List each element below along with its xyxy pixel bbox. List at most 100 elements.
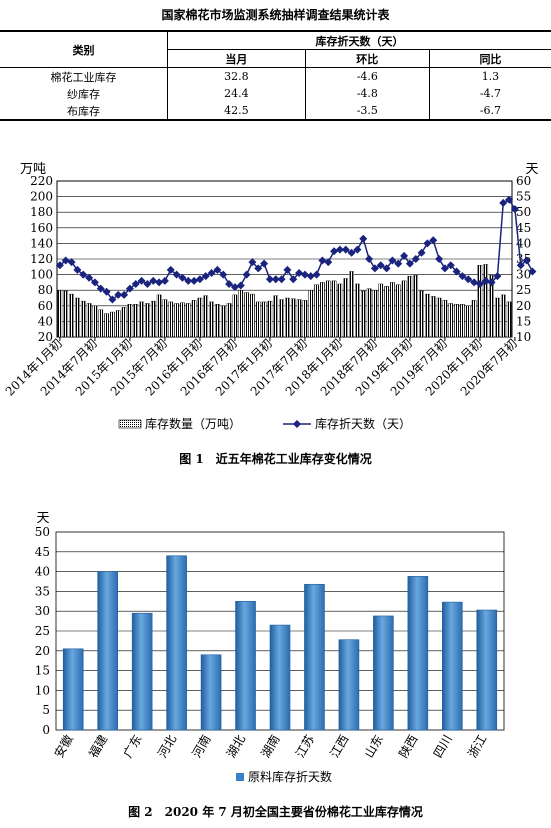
y-tick-label: 0: [42, 723, 50, 737]
inventory-bar: [110, 311, 115, 338]
days-point: [225, 279, 234, 288]
inventory-bar: [419, 290, 424, 338]
inventory-bar: [145, 303, 150, 338]
days-point: [435, 255, 444, 263]
province-bar: [62, 648, 84, 731]
inventory-bar: [349, 271, 354, 338]
legend-swatch: [236, 773, 244, 781]
days-point: [166, 265, 175, 274]
days-point: [335, 245, 344, 254]
inventory-bar: [220, 305, 226, 338]
days-point: [423, 239, 432, 248]
y-left-label: 万吨: [20, 162, 46, 177]
province-inventory-chart: 0 5 10 15 20 25 30 35 40 45 50天安徽 福建 广东 河北 河南 湖北 湖南 江苏 江西山…: [35, 511, 505, 784]
days-point: [190, 276, 199, 285]
inventory-bar: [261, 301, 267, 338]
chart2-title: 图 2 2020 年 7 月初全国主要省份棉花工业库存情况: [128, 805, 423, 819]
inventory-bar: [238, 289, 244, 338]
days-point: [213, 265, 222, 274]
group-header: 库存折天数（天）: [167, 30, 551, 50]
y-tick-label: 25: [35, 624, 50, 638]
days-point: [510, 205, 519, 214]
days-point: [160, 276, 169, 285]
days-point: [201, 272, 210, 281]
days-point: [73, 265, 82, 274]
days-point: [318, 256, 327, 265]
y-tick-label: 35: [35, 584, 50, 598]
y-right-tick-label: 10: [516, 330, 531, 344]
days-point: [481, 276, 490, 285]
days-point: [300, 270, 309, 279]
days-point: [452, 267, 461, 276]
inventory-bar: [454, 304, 459, 338]
cell-value: -3.5: [304, 102, 430, 121]
y-right-tick-label: 60: [516, 174, 531, 188]
inventory-bar: [425, 293, 430, 338]
col-header-current: 当月: [167, 49, 306, 68]
x-tick-label: 河南: [189, 732, 214, 760]
inventory-bar: [139, 301, 144, 338]
inventory-bar: [174, 303, 179, 338]
province-bar: [269, 624, 291, 731]
inventory-bar: [378, 283, 384, 338]
inventory-bar: [460, 304, 465, 338]
y-left-tick-label: 120: [30, 252, 53, 266]
province-bar: [338, 639, 360, 731]
days-point: [172, 270, 181, 279]
days-point: [55, 261, 64, 270]
days-point: [429, 236, 438, 245]
inventory-bar: [215, 304, 220, 338]
cell-value: 1.3: [428, 67, 551, 85]
inventory-bar: [156, 294, 162, 338]
inventory-bar: [465, 305, 471, 338]
inventory-bar: [325, 280, 331, 338]
inventory-bar: [69, 293, 74, 338]
inventory-bar: [489, 275, 494, 338]
days-point: [61, 256, 70, 265]
days-point: [499, 198, 508, 207]
days-point: [125, 284, 134, 293]
inventory-bar: [448, 303, 454, 338]
days-point: [283, 265, 292, 274]
y-left-tick-label: 20: [38, 330, 53, 344]
province-bar: [166, 555, 187, 731]
days-point: [493, 272, 502, 281]
inventory-bar: [483, 264, 489, 338]
inventory-bar: [500, 294, 506, 338]
y-right-tick-label: 50: [516, 205, 531, 219]
cell-value: -4.8: [304, 85, 430, 102]
inventory-bar: [436, 297, 442, 338]
days-point: [330, 247, 339, 256]
inventory-bar: [80, 300, 86, 338]
inventory-bar: [279, 299, 284, 338]
inventory-bar: [296, 299, 302, 338]
days-point: [446, 261, 455, 270]
days-point: [155, 278, 164, 287]
inventory-bar: [343, 278, 349, 338]
inventory-bar: [506, 301, 512, 338]
inventory-bar: [185, 303, 191, 338]
inventory-bar: [180, 302, 185, 338]
inventory-bar: [197, 297, 203, 338]
x-tick-label: 浙江: [465, 733, 489, 761]
y-right-tick-label: 30: [516, 268, 531, 282]
stat-table: 类别 库存折天数（天） 当月 环比 同比 棉花工业库存 32.8 -4.6 1.…: [0, 30, 551, 121]
inventory-bar: [495, 297, 500, 338]
days-point: [528, 267, 537, 276]
inventory-bar: [413, 275, 419, 338]
days-point: [458, 272, 467, 281]
table-row: 纱库存 24.4 -4.8 -4.7: [0, 85, 551, 102]
days-line: [59, 198, 534, 301]
days-point: [382, 264, 391, 273]
days-point: [370, 264, 379, 273]
province-bar: [200, 654, 222, 731]
days-point: [236, 281, 245, 290]
x-tick-label: 广东: [121, 733, 145, 761]
cell-value: 24.4: [167, 85, 306, 102]
province-bar: [131, 612, 153, 731]
y-tick-label: 50: [35, 525, 50, 539]
days-point: [522, 256, 531, 265]
days-point: [464, 275, 473, 284]
x-tick-label: 安徽: [51, 732, 76, 760]
inventory-bar: [150, 300, 156, 338]
